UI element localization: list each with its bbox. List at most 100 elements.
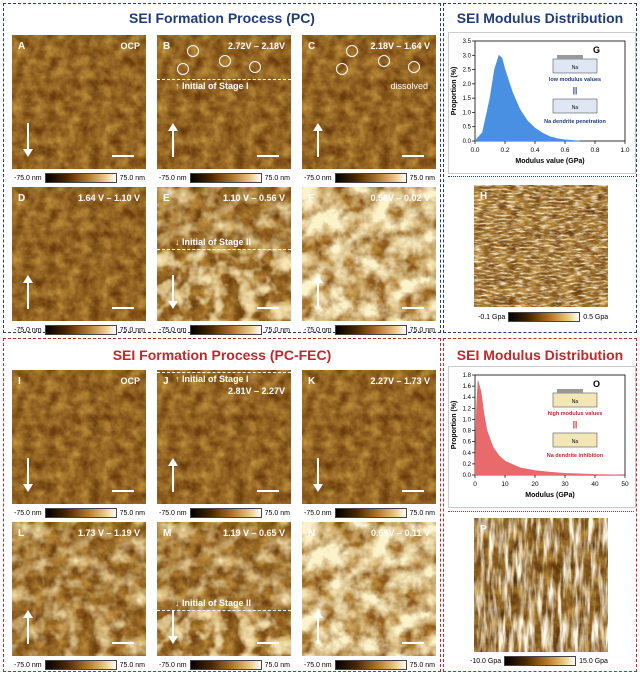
colorbar-h-gradient — [508, 312, 581, 322]
voltage-label-i: OCP — [120, 376, 140, 386]
colorbar-p-min: -10.0 Gpa — [470, 657, 502, 665]
afm-texture — [12, 522, 146, 656]
scale-bar — [112, 642, 134, 644]
colorbar-min: -75.0 nm — [159, 174, 187, 182]
x-tick-label: 20 — [531, 481, 539, 488]
scan-arrow-up — [22, 610, 34, 644]
voltage-label-l: 1.73 V – 1.19 V — [77, 528, 140, 538]
dissolution-circle — [408, 61, 420, 73]
scan-arrow-down — [167, 610, 179, 644]
panel-label-m: M — [163, 528, 172, 539]
colorbar-min: -75.0 nm — [159, 326, 187, 334]
colorbar-gradient — [44, 173, 117, 183]
panel-label-l: L — [18, 528, 25, 539]
colorbar-h: -0.1 Gpa 0.5 Gpa — [478, 311, 608, 323]
colorbar-p-max: 15.0 Gpa — [579, 657, 608, 665]
colorbar-gradient — [189, 325, 262, 335]
voltage-label-j: 2.81V – 2.27V — [227, 386, 285, 396]
afm-texture — [157, 522, 291, 656]
scale-bar — [402, 490, 424, 492]
colorbar-min: -75.0 nm — [14, 174, 42, 182]
x-tick-label: 1.0 — [620, 147, 629, 154]
inset-tip — [557, 55, 583, 59]
colorbar-min: -75.0 nm — [159, 661, 187, 669]
afm-panel-e: E 1.10 V – 0.56 V ↓ Initial of Stage II — [157, 187, 291, 321]
afm-panel-c: C 2.18V – 1.64 V dissolved — [302, 35, 436, 169]
dissolution-circle — [346, 45, 358, 57]
scan-arrow-down — [167, 275, 179, 309]
colorbar-gradient — [334, 173, 407, 183]
stage-line-b — [157, 79, 291, 80]
fec-modulus-title: SEI Modulus Distribution — [456, 347, 624, 363]
colorbar-e: -75.0 nm 75.0 nm — [159, 324, 290, 336]
panel-label-f: F — [308, 193, 315, 204]
colorbar-max: 75.0 nm — [264, 326, 290, 334]
x-axis-label: Modulus value (GPa) — [515, 158, 584, 165]
scan-arrow-up — [167, 458, 179, 492]
y-tick-label: 1.8 — [463, 373, 472, 379]
afm-panel-f: F 0.56V – 0.02 V — [302, 187, 436, 321]
colorbar-a: -75.0 nm 75.0 nm — [14, 172, 145, 184]
y-axis-label: Proportion (%) — [451, 401, 458, 450]
y-tick-label: 1.2 — [463, 406, 472, 412]
note-label-c: dissolved — [390, 81, 428, 91]
colorbar-gradient — [44, 660, 117, 670]
x-tick-label: 0.8 — [590, 147, 599, 154]
pc-modulus-title: SEI Modulus Distribution — [456, 10, 624, 26]
y-tick-label: 0.6 — [463, 440, 472, 446]
colorbar-max: 75.0 nm — [264, 661, 290, 669]
x-tick-label: 10 — [501, 481, 509, 488]
chart-g: 0.0 0.2 0.4 0.6 0.8 1.0 0.0 0.5 1.0 1.5 2.0 2.5 3.0 3… — [448, 32, 636, 174]
scan-arrow-up — [22, 275, 34, 309]
scan-arrow-up — [312, 123, 324, 157]
y-tick-label: 0.8 — [463, 429, 472, 435]
afm-texture — [12, 187, 146, 321]
panel-label-e: E — [163, 193, 170, 204]
colorbar-b: -75.0 nm 75.0 nm — [159, 172, 290, 184]
colorbar-j: -75.0 nm 75.0 nm — [159, 507, 290, 519]
panel-label-i: I — [18, 376, 21, 387]
colorbar-c: -75.0 nm 75.0 nm — [304, 172, 435, 184]
scale-bar — [257, 307, 279, 309]
fec-formation-box — [3, 338, 441, 672]
colorbar-h-min: -0.1 Gpa — [478, 313, 506, 321]
x-tick-label: 0 — [473, 481, 477, 488]
panel-label-b: B — [163, 41, 171, 52]
stage-line-m — [157, 610, 291, 611]
inset-separator: || — [573, 86, 577, 95]
afm-texture — [302, 522, 436, 656]
afm-panel-b: B 2.72V – 2.18V ↑ Initial of Stage I — [157, 35, 291, 169]
inset-mid-label: low modulus values — [549, 77, 601, 83]
modulus-histogram-fec: 0 10 20 30 40 50 0.0 0.2 0.4 0.6 0.8 1.0 1.2 1.4 1.6 1.… — [451, 373, 629, 499]
afm-texture — [302, 35, 436, 169]
y-tick-label: 3.0 — [463, 53, 472, 59]
x-axis-label: Modulus (GPa) — [525, 492, 574, 499]
afm-panel-k: K 2.27V – 1.73 V — [302, 370, 436, 504]
colorbar-max: 75.0 nm — [409, 326, 435, 334]
voltage-label-b: 2.72V – 2.18V — [227, 41, 285, 51]
y-tick-label: 1.5 — [463, 96, 472, 102]
pc-section-title: SEI Formation Process (PC) — [129, 10, 315, 26]
afm-texture — [302, 187, 436, 321]
panel-label: O — [593, 379, 600, 389]
colorbar-gradient — [334, 325, 407, 335]
x-tick-label: 0.4 — [530, 147, 539, 154]
panel-label-k: K — [308, 376, 316, 387]
x-tick-label: 0.6 — [560, 147, 569, 154]
afm-texture — [12, 370, 146, 504]
voltage-label-c: 2.18V – 1.64 V — [370, 41, 430, 51]
x-tick-label: 0.0 — [470, 147, 479, 154]
stage-line-e — [157, 249, 291, 250]
colorbar-h-max: 0.5 Gpa — [583, 313, 609, 321]
histogram-area — [474, 380, 626, 476]
dissolution-circle — [336, 63, 348, 75]
scale-bar — [402, 642, 424, 644]
inset-bottom-layer — [552, 98, 598, 114]
x-tick-label: 40 — [591, 481, 599, 488]
colorbar-gradient — [189, 508, 262, 518]
scale-bar — [257, 490, 279, 492]
inset-bottom-label: Na — [572, 105, 579, 111]
inset-mid-label: high modulus values — [548, 411, 603, 417]
voltage-label-k: 2.27V – 1.73 V — [370, 376, 430, 386]
y-tick-label: 0.2 — [463, 462, 472, 468]
